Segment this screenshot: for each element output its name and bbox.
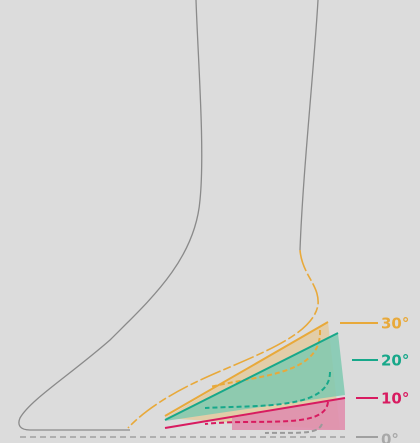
- incline-20: [164, 332, 339, 421]
- angle-label: 0°: [381, 431, 399, 443]
- heel-curve-20: [204, 371, 331, 409]
- foot-outline-front: [18, 0, 203, 431]
- heel-curve-30: [209, 329, 322, 388]
- angle-label: 10°: [381, 390, 409, 408]
- angle-label: 20°: [381, 352, 409, 370]
- angle-label: 30°: [381, 315, 409, 333]
- leg-outline-back: [299, 0, 319, 251]
- foot-outline-30: [127, 249, 319, 429]
- incline-10: [164, 397, 346, 429]
- heel-curve-10: [204, 401, 329, 425]
- wedge-20-fill: [165, 333, 345, 421]
- heel-curve-0: [264, 423, 323, 434]
- incline-30: [164, 321, 329, 417]
